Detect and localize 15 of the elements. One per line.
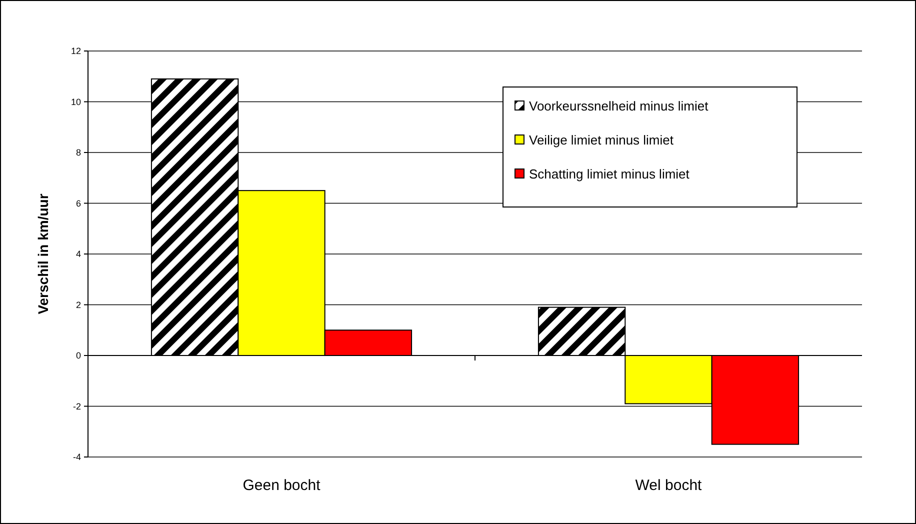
y-tick-label: 4 xyxy=(76,249,81,260)
y-tick-label: -4 xyxy=(72,452,81,462)
x-tick-label: Geen bocht xyxy=(242,477,322,494)
legend-label: Voorkeurssnelheid minus limiet xyxy=(529,98,709,114)
y-axis-title: Verschil in km/uur xyxy=(35,193,51,314)
legend-label: Schatting limiet minus limiet xyxy=(529,166,690,182)
y-tick-label: 2 xyxy=(76,300,81,310)
legend-label: Veilige limiet minus limiet xyxy=(529,132,674,148)
y-tick-label: 12 xyxy=(70,46,81,56)
y-tick-label: 0 xyxy=(76,350,81,361)
y-tick-label: 6 xyxy=(76,198,81,208)
y-tick-label: 8 xyxy=(76,148,81,158)
y-tick-label: 10 xyxy=(70,96,81,107)
x-tick-label: Wel bocht xyxy=(635,477,703,494)
y-tick-label: -2 xyxy=(72,401,81,412)
